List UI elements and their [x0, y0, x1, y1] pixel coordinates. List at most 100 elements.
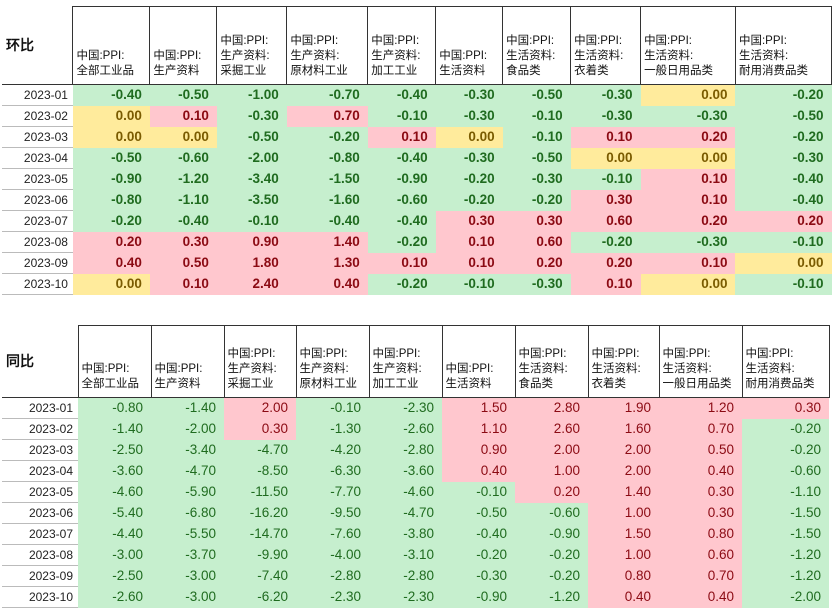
value-cell: -0.30: [640, 105, 736, 127]
column-header-line: 中国:PPI:: [299, 348, 348, 360]
row-date: 2023-06: [2, 189, 73, 211]
value-cell: -3.10: [369, 544, 442, 566]
value-cell: -3.00: [151, 565, 224, 587]
column-header-line: 全部工业品: [81, 378, 140, 390]
value-cell: 0.00: [640, 273, 736, 295]
value-cell: -0.20: [286, 126, 368, 148]
value-cell: 0.20: [502, 252, 571, 274]
column-header-line: 中国:PPI:: [81, 363, 130, 375]
value-cell: -1.20: [742, 565, 829, 587]
row-date: 2023-02: [2, 418, 78, 440]
value-cell: -3.40: [216, 168, 287, 190]
table-row: 2023-09 0.40 0.50 1.80 1.30 0.10 0.10 0.20 0.20 0…: [2, 252, 832, 274]
value-cell: -0.40: [149, 210, 217, 232]
value-cell: -0.10: [435, 273, 503, 295]
value-cell: 1.50: [588, 523, 659, 545]
column-header-line: 生活资料:: [518, 363, 568, 375]
value-cell: -0.30: [570, 105, 641, 127]
column-header-line: 生活资料:: [506, 50, 556, 62]
value-cell: -1.50: [742, 523, 829, 545]
value-cell: -0.10: [296, 397, 369, 419]
column-header-line: 生产资料:: [299, 363, 349, 375]
column-header-line: 中国:PPI:: [506, 35, 555, 47]
value-cell: 0.10: [367, 126, 436, 148]
value-cell: 2.40: [216, 273, 287, 295]
value-cell: -4.60: [369, 481, 442, 503]
value-cell: 0.70: [659, 418, 742, 440]
value-cell: -0.90: [442, 586, 515, 608]
row-date: 2023-09: [2, 252, 73, 274]
value-cell: 0.10: [570, 273, 641, 295]
value-cell: 0.40: [286, 273, 368, 295]
column-header-line: 耐用消费品类: [745, 378, 815, 390]
value-cell: -0.20: [367, 231, 436, 253]
value-cell: -2.80: [369, 439, 442, 461]
table-row: 2023-08 -3.00 -3.70 -9.90 -4.00 -3.10 -0.20 -0.…: [2, 544, 829, 566]
value-cell: 0.00: [570, 147, 641, 169]
row-date: 2023-04: [2, 460, 78, 482]
value-cell: 0.70: [286, 105, 368, 127]
column-header-line: 中国:PPI:: [76, 50, 125, 62]
column-header: 中国:PPI: 生活资料: 一般日用品类: [658, 325, 742, 398]
table-row: 2023-01 -0.40 -0.50 -1.00 -0.70 -0.40 -0.30 -0.…: [2, 84, 832, 106]
value-cell: -0.80: [286, 147, 368, 169]
value-cell: 0.40: [659, 586, 742, 608]
value-cell: -6.80: [151, 502, 224, 524]
value-cell: -0.40: [367, 147, 436, 169]
value-cell: -0.10: [502, 126, 571, 148]
row-date: 2023-05: [2, 168, 73, 190]
row-date: 2023-06: [2, 502, 78, 524]
value-cell: -0.30: [640, 231, 736, 253]
column-header: 中国:PPI: 生活资料: 一般日用品类: [640, 6, 736, 85]
value-cell: -0.50: [72, 147, 150, 169]
value-cell: -0.20: [570, 231, 641, 253]
row-date: 2023-05: [2, 481, 78, 503]
value-cell: -0.40: [735, 168, 832, 190]
value-cell: 0.10: [640, 168, 736, 190]
value-cell: -0.40: [735, 189, 832, 211]
value-cell: -0.90: [515, 523, 588, 545]
value-cell: -3.00: [151, 586, 224, 608]
value-cell: 0.00: [640, 84, 736, 106]
value-cell: -2.00: [216, 147, 287, 169]
value-cell: 0.20: [515, 481, 588, 503]
value-cell: -1.20: [515, 586, 588, 608]
column-header: 中国:PPI: 生活资料: 耐用消费品类: [734, 6, 832, 85]
value-cell: -4.70: [369, 502, 442, 524]
value-cell: -5.40: [78, 502, 151, 524]
column-header-line: 原材料工业: [299, 378, 358, 390]
column-header: 中国:PPI: 生活资料: [441, 325, 515, 398]
value-cell: -0.40: [367, 84, 436, 106]
value-cell: 2.00: [588, 439, 659, 461]
column-header-line: 生活资料:: [574, 50, 624, 62]
value-cell: -0.30: [570, 84, 641, 106]
value-cell: -0.70: [286, 84, 368, 106]
value-cell: -0.20: [367, 273, 436, 295]
value-cell: 0.00: [735, 252, 832, 274]
value-cell: 1.00: [588, 502, 659, 524]
value-cell: -2.50: [78, 565, 151, 587]
row-date: 2023-09: [2, 565, 78, 587]
column-header: 中国:PPI: 生活资料: 食品类: [514, 325, 588, 398]
value-cell: -0.60: [149, 147, 217, 169]
value-cell: -1.40: [151, 397, 224, 419]
value-cell: -0.50: [735, 105, 832, 127]
value-cell: 0.60: [570, 210, 641, 232]
table-row: 2023-06 -5.40 -6.80 -16.20 -9.50 -4.70 -0.50 -0…: [2, 502, 829, 524]
value-cell: 1.00: [515, 460, 588, 482]
table-row: 2023-05 -4.60 -5.90 -11.50 -7.70 -4.60 -0.10 0.…: [2, 481, 829, 503]
table-row: 2023-04 -0.50 -0.60 -2.00 -0.80 -0.40 -0.30 -0.…: [2, 147, 832, 169]
value-cell: 0.50: [659, 439, 742, 461]
value-cell: -1.30: [296, 418, 369, 440]
column-header-line: 一般日用品类: [644, 65, 714, 77]
header-row: 环比 中国:PPI: 全部工业品 中国:PPI: 生产资料 中国:PPI: 生产资料: 采掘工…: [2, 6, 832, 85]
value-cell: -6.30: [296, 460, 369, 482]
value-cell: -2.00: [742, 586, 829, 608]
table-row: 2023-03 0.00 0.00 -0.50 -0.20 0.10 0.00 -0.10 0.…: [2, 126, 832, 148]
table-row: 2023-07 -0.20 -0.40 -0.10 -0.40 -0.40 0.30 0.30…: [2, 210, 832, 232]
value-cell: -0.20: [735, 84, 832, 106]
value-cell: -0.10: [570, 168, 641, 190]
value-cell: -1.40: [78, 418, 151, 440]
column-header-line: 加工工业: [371, 65, 418, 77]
column-header-line: 生产资料:: [227, 363, 277, 375]
